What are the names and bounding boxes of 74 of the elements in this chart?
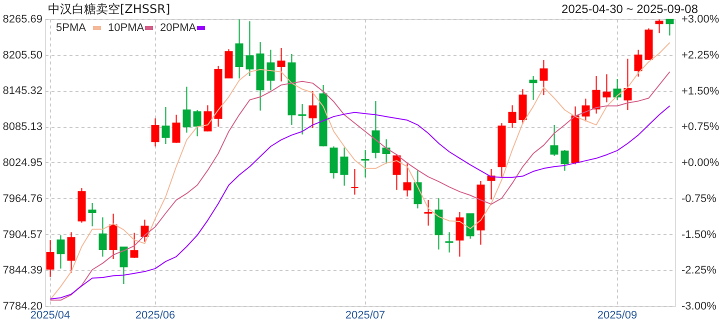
candlestick	[162, 106, 170, 144]
y2-tick-label: -1.50%	[682, 228, 717, 241]
y-tick-label: 8145.32	[2, 85, 42, 98]
y2-tick-label: -2.25%	[682, 264, 717, 277]
candlestick	[298, 104, 306, 135]
y-tick-label: 8205.50	[2, 49, 42, 62]
candlestick	[560, 149, 569, 172]
y2-tick-label: +2.25%	[682, 49, 720, 62]
y-tick-label: 7784.20	[2, 300, 42, 312]
y2-tick-label: +0.75%	[682, 121, 720, 134]
y-tick-label: 7964.76	[2, 192, 42, 205]
candlestick	[487, 168, 496, 200]
legend-label: 20PMA	[160, 22, 197, 34]
candlestick	[361, 149, 370, 178]
candlestick	[151, 118, 160, 147]
candlestick	[266, 49, 275, 91]
candlestick	[655, 18, 664, 34]
y2-tick-label: -3.00%	[682, 300, 717, 312]
y2-tick-label: +0.00%	[682, 157, 720, 169]
candlestick	[56, 234, 65, 270]
x-tick-label: 2025/04	[30, 310, 70, 320]
candlestick	[120, 246, 128, 285]
candlestick	[613, 78, 622, 100]
candlestick	[403, 163, 412, 197]
candlestick	[624, 58, 632, 111]
candlestick	[540, 59, 548, 96]
candlestick	[246, 20, 254, 77]
candlestick	[308, 90, 317, 128]
candlestick	[350, 168, 359, 196]
candlestick	[130, 232, 138, 258]
candlestick	[582, 98, 590, 122]
y2-tick-label: +1.50%	[682, 85, 720, 98]
x-tick-label: 2025/09	[597, 310, 638, 320]
candlestick	[634, 49, 642, 78]
candlestick	[414, 170, 422, 209]
y-tick-label: 8085.13	[2, 121, 42, 134]
candlestick	[445, 232, 454, 253]
candlestick	[602, 74, 611, 103]
y-tick-label: 7904.57	[2, 228, 42, 241]
candlestick	[277, 48, 286, 82]
candlestick	[140, 219, 149, 242]
candlestick	[424, 200, 432, 226]
y-tick-label: 7844.39	[2, 264, 42, 277]
candlestick	[182, 86, 191, 134]
candlestick	[98, 216, 107, 258]
candlestick	[382, 138, 390, 164]
legend-label: 10PMA	[108, 22, 145, 34]
candlestick	[235, 18, 244, 79]
candlestick	[172, 114, 180, 144]
x-tick-label: 2025/07	[345, 310, 386, 320]
candlestick	[529, 76, 538, 100]
y-tick-label: 8024.95	[2, 156, 42, 169]
candlestick	[204, 104, 212, 132]
candlestick	[88, 202, 96, 227]
legend-label: 5PMA	[56, 22, 87, 34]
line-series	[50, 105, 670, 300]
candlestick	[550, 124, 558, 156]
candlestick	[466, 213, 474, 240]
candlestick	[340, 147, 348, 186]
candlestick	[666, 18, 674, 36]
y2-tick-label: +3.00%	[682, 14, 720, 26]
candlestick	[372, 100, 380, 159]
chart-subtitle: 2025-04-30 ~ 2025-09-08	[562, 2, 698, 16]
candlestick	[67, 232, 76, 274]
x-tick-label: 2025/06	[135, 310, 176, 320]
y2-tick-label: -0.75%	[682, 192, 717, 205]
candlestick	[193, 110, 202, 137]
candlestick	[592, 76, 600, 114]
candlestick	[456, 211, 464, 258]
candlestick	[46, 239, 54, 278]
chart-title: 中汉白糖卖空[ZHSSR]	[48, 2, 170, 16]
y-tick-label: 8265.69	[2, 14, 42, 26]
candlestick	[508, 104, 516, 128]
candlestick	[392, 154, 401, 190]
